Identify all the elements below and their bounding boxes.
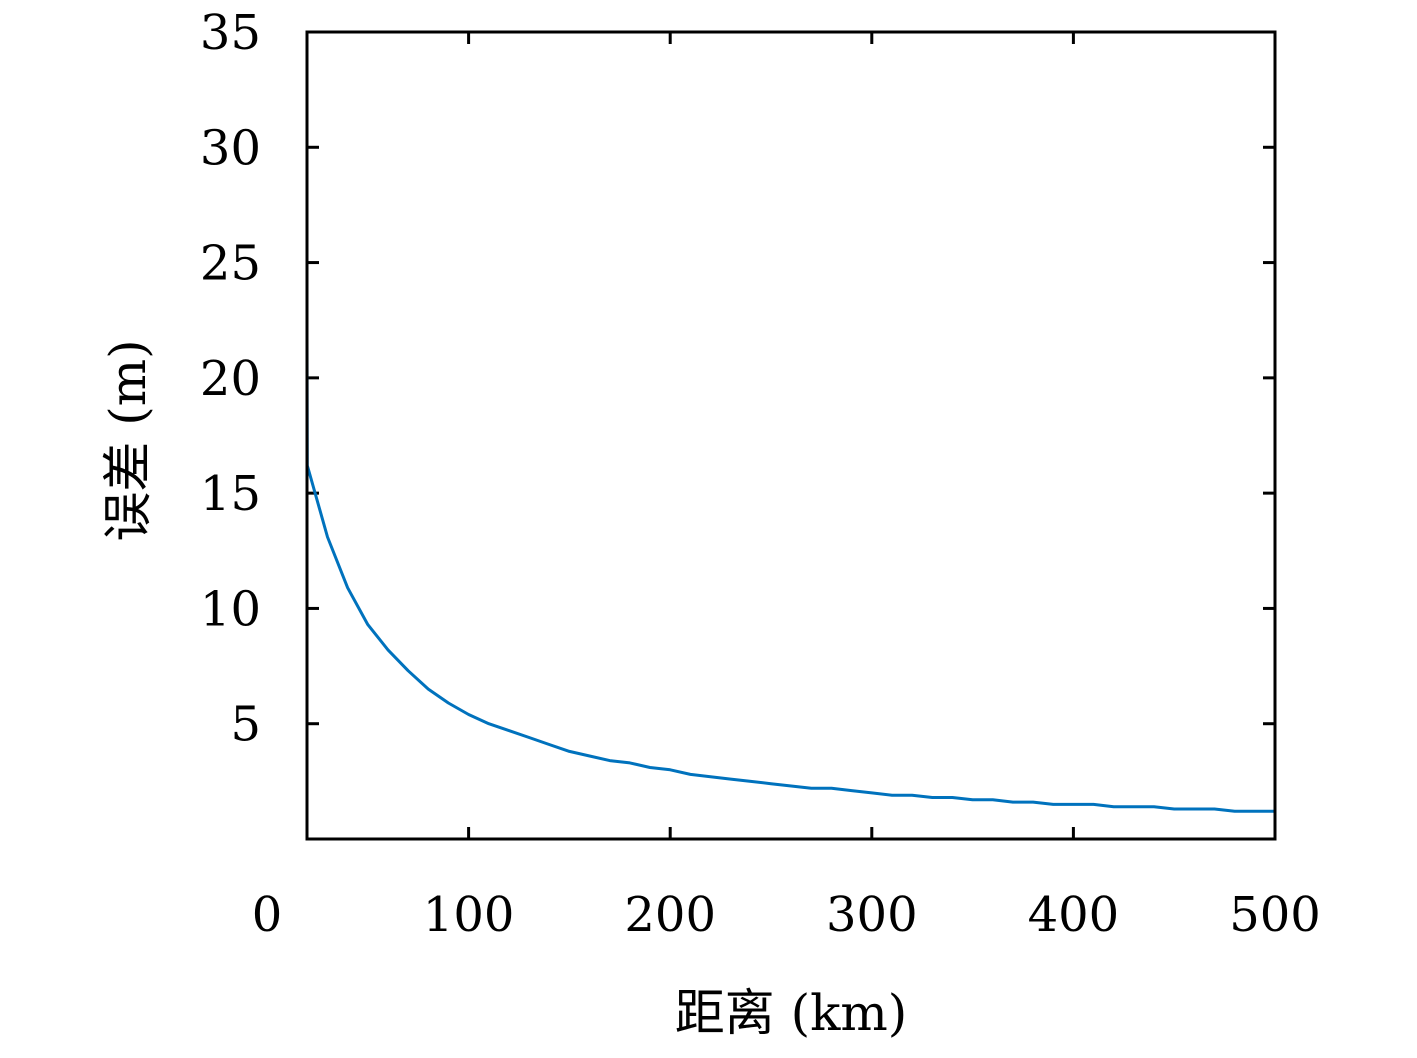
y-tick-label: 25 bbox=[200, 236, 261, 292]
axis-ticks bbox=[307, 30, 1277, 839]
x-tick-label: 200 bbox=[624, 887, 716, 943]
y-axis-label: 误差 (m) bbox=[99, 339, 157, 541]
tick-labels: 0 100 200 300 400 500 5 10 15 20 25 30 35 bbox=[200, 5, 1321, 943]
x-tick-label: 300 bbox=[826, 887, 918, 943]
x-tick-label: 500 bbox=[1229, 887, 1321, 943]
y-tick-label: 30 bbox=[200, 120, 261, 176]
series-line bbox=[305, 121, 1275, 813]
x-tick-label: 400 bbox=[1028, 887, 1120, 943]
x-axis-label: 距离 (km) bbox=[675, 984, 908, 1042]
x-tick-label: 100 bbox=[423, 887, 515, 943]
y-tick-label: 5 bbox=[230, 697, 261, 753]
y-tick-label: 10 bbox=[200, 581, 261, 637]
y-tick-label: 15 bbox=[200, 466, 261, 522]
y-tick-label: 35 bbox=[200, 5, 261, 61]
plot-frame bbox=[305, 30, 1277, 841]
y-tick-label: 20 bbox=[200, 351, 261, 407]
x-tick-label: 0 bbox=[252, 887, 283, 943]
